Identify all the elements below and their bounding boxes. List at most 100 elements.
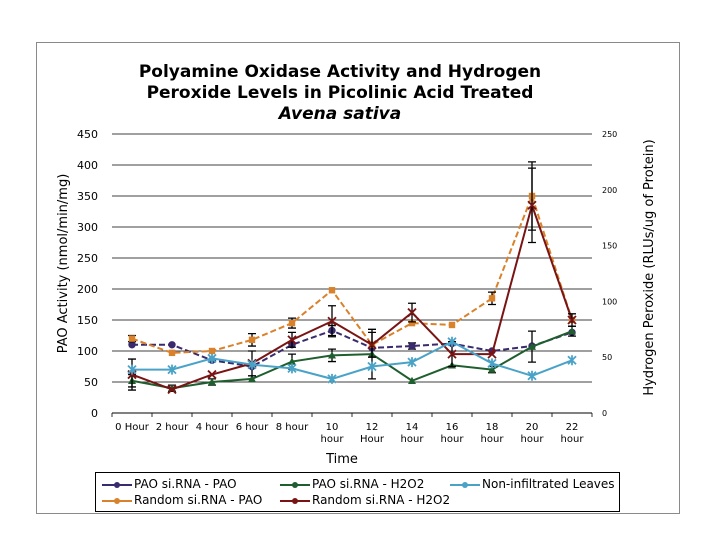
chart-title-line-3: Avena sativa	[278, 104, 402, 124]
y-tick-label: 400	[77, 159, 98, 172]
x-tick-label-line: 0 Hour	[115, 422, 150, 433]
data-point-4	[287, 363, 297, 374]
y2-tick-label: 0	[602, 409, 607, 418]
y-tick-label: 300	[77, 221, 98, 234]
y2-tick-label: 150	[602, 242, 617, 251]
y-tick-label: 350	[77, 190, 98, 203]
data-point-3	[487, 349, 497, 359]
y-tick-label: 50	[84, 376, 98, 389]
data-point-1	[448, 321, 456, 329]
data-point-1	[328, 287, 336, 294]
y2-tick-label: 250	[602, 130, 617, 139]
x-tick-label-line: 6 hour	[236, 422, 269, 433]
data-point-2	[288, 357, 296, 365]
data-point-4	[447, 336, 457, 347]
legend-swatch	[102, 497, 132, 504]
x-tick-label-line: 8 hour	[276, 422, 309, 433]
y2-tick-label: 50	[602, 353, 612, 362]
x-tick-label-line: 20	[526, 422, 539, 433]
data-point-2	[208, 378, 216, 386]
data-point-2	[408, 376, 416, 384]
data-point-1	[488, 295, 496, 302]
data-point-3	[287, 335, 297, 345]
series-line-0	[132, 329, 573, 368]
legend-item: PAO si.RNA - H2O2	[280, 477, 424, 491]
y-tick-label: 100	[77, 345, 98, 358]
chart-title-line-1: Polyamine Oxidase Activity and Hydrogen	[138, 62, 542, 82]
data-point-1	[288, 319, 296, 327]
legend: PAO si.RNA - PAO Random si.RNA - PAO PAO s…	[95, 472, 620, 512]
data-point-3	[367, 340, 377, 350]
y-tick-label: 150	[77, 314, 98, 327]
legend-swatch	[280, 481, 310, 488]
data-point-4	[487, 358, 497, 369]
x-tick-label: 6 hour	[236, 422, 269, 433]
y2-tick-label: 200	[602, 186, 617, 195]
y2-tick-label: 100	[602, 297, 617, 306]
x-tick-label-line: hour	[521, 434, 545, 445]
legend-swatch-marker	[114, 481, 120, 488]
chart-frame	[36, 42, 680, 514]
data-point-4	[247, 359, 257, 370]
legend-swatch	[102, 481, 132, 488]
legend-label: Random si.RNA - H2O2	[312, 493, 451, 507]
x-tick-label: 12 Hour	[360, 422, 385, 445]
data-point-4	[167, 364, 177, 375]
data-point-2	[568, 327, 576, 335]
series-line-4	[132, 340, 573, 380]
x-axis-title: Time	[325, 452, 358, 467]
legend-swatch	[450, 481, 480, 488]
x-tick-label: 0 Hour	[115, 422, 150, 433]
data-point-0	[408, 342, 416, 350]
x-tick-label-line: 12	[366, 422, 379, 433]
data-point-4	[527, 370, 537, 381]
data-point-0	[128, 341, 136, 349]
data-point-4	[567, 355, 577, 366]
data-point-3	[207, 369, 217, 380]
data-point-1	[408, 319, 416, 327]
data-point-1	[128, 335, 136, 342]
x-tick-label-line: 14	[406, 422, 419, 433]
data-point-1	[168, 349, 176, 357]
legend-item: Random si.RNA - PAO	[102, 493, 262, 507]
chart-title-line-2: Peroxide Levels in Picolinic Acid Treate…	[146, 83, 534, 103]
x-tick-label-line: hour	[401, 434, 425, 445]
data-point-3	[567, 315, 577, 325]
data-point-1	[208, 347, 216, 355]
data-point-2	[248, 374, 256, 383]
legend-swatch-marker	[292, 497, 298, 504]
x-tick-label-line: hour	[481, 434, 505, 445]
data-point-4	[367, 361, 377, 372]
x-tick-label-line: 22	[566, 422, 579, 433]
legend-swatch-marker	[114, 497, 120, 504]
data-point-2	[528, 342, 536, 350]
x-tick-label-line: 18	[486, 422, 499, 433]
data-point-4	[127, 364, 137, 375]
data-point-3	[327, 316, 337, 326]
data-point-1	[248, 336, 256, 344]
x-tick-label: 20 hour	[521, 422, 545, 445]
x-tick-label-line: hour	[441, 434, 465, 445]
y-tick-label: 200	[77, 283, 98, 296]
y2-axis-title: Hydrogen Peroxide (RLUs/ug of Protein)	[642, 139, 657, 395]
chart-title: Polyamine Oxidase Activity and Hydrogen …	[110, 62, 570, 125]
x-tick-label: 22 hour	[561, 422, 585, 445]
x-tick-label-line: 2 hour	[156, 422, 189, 433]
y-axis-title: PAO Activity (nmol/min/mg)	[56, 174, 71, 354]
x-tick-label-line: hour	[561, 434, 585, 445]
legend-item: Non-infiltrated Leaves	[450, 477, 615, 491]
data-point-4	[327, 373, 337, 384]
legend-swatch-marker	[462, 481, 468, 488]
legend-label: Non-infiltrated Leaves	[482, 477, 615, 491]
legend-label: PAO si.RNA - H2O2	[312, 477, 425, 491]
x-tick-label-line: hour	[321, 434, 345, 445]
legend-item: PAO si.RNA - PAO	[102, 477, 237, 491]
legend-swatch	[280, 497, 310, 504]
data-point-3	[527, 200, 537, 210]
series-line-1	[131, 193, 573, 354]
y-tick-label: 250	[77, 252, 98, 265]
y-tick-label: 450	[77, 128, 98, 141]
data-point-0	[168, 341, 176, 349]
data-point-3	[447, 349, 457, 359]
